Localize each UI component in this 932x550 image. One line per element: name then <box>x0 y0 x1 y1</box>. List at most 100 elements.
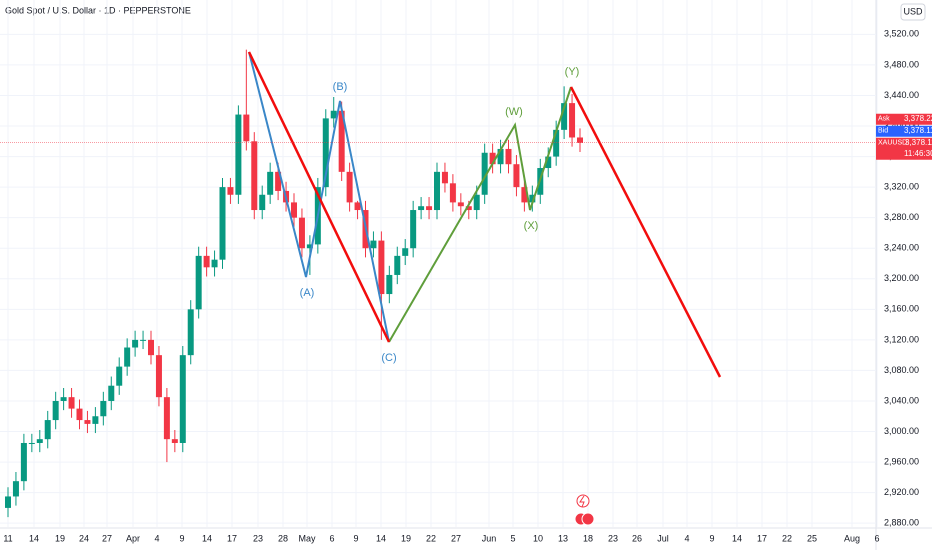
candle-body <box>426 206 433 211</box>
candle-body <box>12 481 19 497</box>
candle-body <box>322 118 329 188</box>
candle-body <box>386 274 393 295</box>
candle-body <box>489 152 496 165</box>
x-tick-label: 28 <box>278 533 288 543</box>
candle-body <box>155 355 162 398</box>
candle-body <box>441 171 448 184</box>
candle-body <box>187 309 194 356</box>
candle-body <box>20 442 27 482</box>
y-tick-label: 3,240.00 <box>884 243 919 253</box>
x-tick-label: 14 <box>376 533 386 543</box>
candle-body <box>418 206 425 211</box>
event-icons[interactable] <box>574 494 595 526</box>
candle-body <box>553 129 560 157</box>
event-icon-bolt <box>579 495 585 508</box>
x-tick-label: 14 <box>29 533 39 543</box>
y-tick-label: 3,000.00 <box>884 426 919 436</box>
candle-body <box>227 187 234 195</box>
x-tick-label: 17 <box>757 533 767 543</box>
wave-label: (C) <box>381 352 396 364</box>
candle-body <box>203 255 210 268</box>
candle-body <box>354 202 361 211</box>
x-tick-label: 11 <box>3 533 12 543</box>
x-tick-label: Jun <box>482 533 497 543</box>
quote-box <box>876 137 932 160</box>
event-flag[interactable] <box>581 512 595 526</box>
candle-body <box>306 244 313 249</box>
candle-body <box>465 206 472 211</box>
candle-body <box>529 194 536 203</box>
candle-body <box>402 248 409 256</box>
quote-name: Bid <box>878 128 888 135</box>
candle-body <box>195 255 202 310</box>
y-tick-label: 2,880.00 <box>884 518 919 528</box>
candle-body <box>577 137 583 143</box>
candle-body <box>124 347 131 367</box>
candle-body <box>44 420 51 440</box>
candle-body <box>481 152 488 195</box>
candle-body <box>330 110 337 119</box>
candle-body <box>449 183 456 203</box>
candle-body <box>497 148 504 165</box>
candle-body <box>132 339 139 348</box>
candle-body <box>521 187 528 203</box>
candle-body <box>457 202 464 207</box>
candle-body <box>148 339 154 356</box>
y-tick-label: 3,320.00 <box>884 181 919 191</box>
x-tick-label: 14 <box>732 533 742 543</box>
y-tick-label: 3,040.00 <box>884 395 919 405</box>
y-tick-label: 3,440.00 <box>884 90 919 100</box>
chart-title: Gold Spot / U.S. Dollar · 1D · PEPPERSTO… <box>5 5 191 15</box>
candle-body <box>219 187 226 260</box>
y-tick-label: 3,160.00 <box>884 304 919 314</box>
candle-body <box>569 103 576 138</box>
candle-body <box>163 397 170 440</box>
x-tick-label: Aug <box>844 533 860 543</box>
candle-body <box>346 171 353 203</box>
candle-body <box>211 259 218 268</box>
candle-body <box>140 339 147 341</box>
y-tick-label: 3,080.00 <box>884 365 919 375</box>
wave-label: (A) <box>300 287 315 299</box>
x-tick-label: May <box>298 533 316 543</box>
x-tick-label: 9 <box>353 533 358 543</box>
currency[interactable]: USD <box>903 6 923 16</box>
candle-body <box>68 397 75 409</box>
event-icon[interactable] <box>576 494 590 508</box>
trend-line <box>247 51 391 343</box>
candle-body <box>513 164 520 188</box>
quote-name: Ask <box>878 116 890 123</box>
candle-body <box>291 202 297 218</box>
y-tick-label: 3,280.00 <box>884 212 919 222</box>
candle-body <box>76 408 83 421</box>
candle-body <box>36 439 43 443</box>
y-tick-label: 3,520.00 <box>884 29 919 39</box>
candle-body <box>378 240 385 295</box>
candle-body <box>84 420 91 424</box>
candle-body <box>394 255 401 275</box>
x-tick-label: 9 <box>709 533 714 543</box>
x-tick-label: 22 <box>782 533 792 543</box>
y-tick-label: 2,920.00 <box>884 487 919 497</box>
x-tick-label: 9 <box>179 533 184 543</box>
x-tick-label: 5 <box>510 533 515 543</box>
candle-body <box>259 194 266 211</box>
currency-box[interactable] <box>900 3 926 21</box>
y-tick-label: 3,120.00 <box>884 334 919 344</box>
x-tick-label: 26 <box>632 533 642 543</box>
x-tick-label: Apr <box>126 533 140 543</box>
quote-box <box>876 113 932 125</box>
candle-body <box>28 442 35 444</box>
x-tick-label: 25 <box>807 533 817 543</box>
x-tick-label: Jul <box>657 533 669 543</box>
candle-body <box>108 385 115 401</box>
candle-body <box>116 366 123 386</box>
x-tick-label: 22 <box>426 533 436 543</box>
x-tick-label: 27 <box>102 533 112 543</box>
wave-label: (W) <box>505 106 523 118</box>
wave-abc <box>248 51 390 343</box>
wave-drawings <box>247 51 722 378</box>
candle-body <box>100 400 107 417</box>
candle-body <box>561 103 568 130</box>
